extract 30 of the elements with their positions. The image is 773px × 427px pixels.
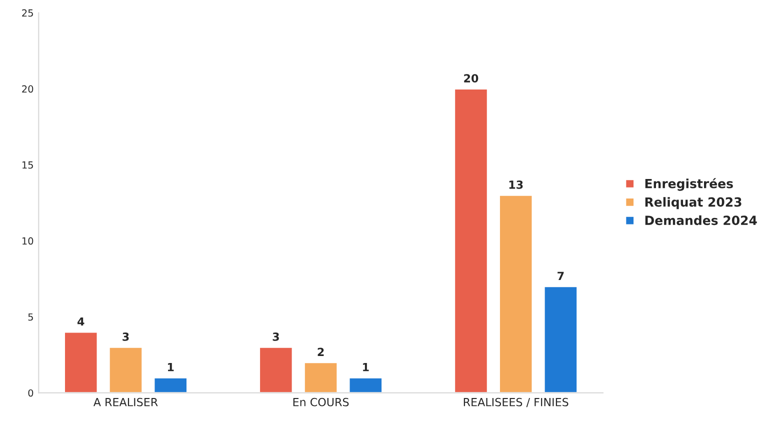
bar [64, 331, 98, 393]
bar [108, 346, 144, 393]
bar [258, 346, 294, 393]
y-tick-label: 20 [22, 85, 34, 93]
legend-label: Demandes 2024 [645, 215, 757, 226]
data-label: 2 [318, 348, 324, 356]
bar [454, 88, 488, 393]
x-tick-label: A REALISER [93, 398, 158, 406]
x-tick-label: REALISEES / FINIES [464, 398, 568, 408]
data-label: 1 [363, 363, 369, 372]
data-label: 13 [509, 180, 523, 189]
data-label: 1 [168, 363, 174, 372]
legend-label: Enregistrées [645, 178, 733, 191]
bar [153, 376, 188, 393]
data-label: 3 [272, 332, 279, 341]
bar [348, 376, 383, 393]
bar [498, 194, 534, 393]
y-tick-label: 10 [22, 237, 34, 245]
y-tick-label: 0 [28, 389, 34, 397]
legend-label: Reliquat 2023 [645, 197, 742, 210]
bar [543, 286, 578, 393]
x-tick-label: En COURS [293, 398, 349, 406]
data-label: 7 [558, 272, 564, 280]
y-tick-label: 5 [28, 313, 33, 321]
bar [304, 362, 338, 393]
y-tick-label: 15 [22, 161, 33, 169]
data-label: 3 [122, 332, 129, 341]
y-tick-label: 25 [22, 9, 33, 17]
data-label: 20 [464, 74, 478, 82]
data-label: 4 [78, 317, 84, 326]
